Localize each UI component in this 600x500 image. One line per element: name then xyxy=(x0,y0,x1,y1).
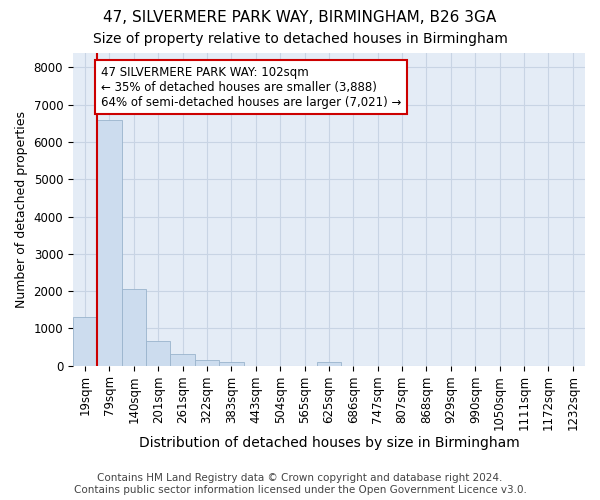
Bar xyxy=(97,120,122,366)
Bar xyxy=(122,289,146,366)
Bar xyxy=(317,362,341,366)
Y-axis label: Number of detached properties: Number of detached properties xyxy=(15,110,28,308)
Bar xyxy=(73,317,97,366)
X-axis label: Distribution of detached houses by size in Birmingham: Distribution of detached houses by size … xyxy=(139,436,520,450)
Bar xyxy=(195,360,219,366)
Text: Contains HM Land Registry data © Crown copyright and database right 2024.
Contai: Contains HM Land Registry data © Crown c… xyxy=(74,474,526,495)
Bar xyxy=(170,354,195,366)
Text: Size of property relative to detached houses in Birmingham: Size of property relative to detached ho… xyxy=(92,32,508,46)
Text: 47 SILVERMERE PARK WAY: 102sqm
← 35% of detached houses are smaller (3,888)
64% : 47 SILVERMERE PARK WAY: 102sqm ← 35% of … xyxy=(101,66,401,108)
Bar xyxy=(146,342,170,365)
Text: 47, SILVERMERE PARK WAY, BIRMINGHAM, B26 3GA: 47, SILVERMERE PARK WAY, BIRMINGHAM, B26… xyxy=(103,10,497,25)
Bar xyxy=(219,362,244,366)
